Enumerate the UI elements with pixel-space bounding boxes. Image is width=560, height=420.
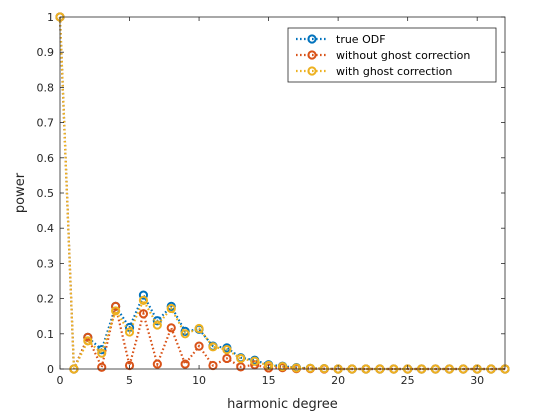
legend-marker bbox=[307, 34, 317, 44]
series-1-point bbox=[222, 353, 232, 364]
x-axis-label: harmonic degree bbox=[227, 397, 338, 412]
y-tick-label: 0.8 bbox=[37, 81, 55, 94]
y-tick-label: 0.6 bbox=[37, 152, 55, 165]
y-tick-label: 1 bbox=[47, 11, 54, 24]
series-1-point bbox=[236, 362, 246, 372]
series-1-point bbox=[111, 301, 121, 311]
series-2-point bbox=[305, 363, 315, 373]
y-tick-label: 0.4 bbox=[37, 222, 55, 235]
series-2-point bbox=[138, 295, 149, 305]
x-tick-label: 0 bbox=[57, 374, 64, 387]
series-2-point bbox=[166, 303, 176, 314]
series-line-1 bbox=[58, 16, 505, 371]
series-2-point bbox=[291, 363, 302, 373]
series-2-point bbox=[124, 327, 135, 337]
series-2-point bbox=[194, 323, 204, 334]
series-1-point bbox=[97, 362, 107, 372]
series-1-point bbox=[83, 332, 93, 342]
series-2-point bbox=[97, 348, 107, 358]
y-tick-label: 0.7 bbox=[37, 117, 55, 130]
y-tick-label: 0.1 bbox=[37, 328, 55, 341]
legend: true ODF without ghost correction with gho… bbox=[287, 27, 497, 83]
axes-layer: 0 5 10 15 20 25 30 0 0.1 0.2 0.3 0.4 0.5 0.6 0.7 0.8 0.9… bbox=[37, 11, 506, 387]
legend-marker bbox=[307, 66, 317, 76]
y-tick-label: 0.5 bbox=[37, 187, 55, 200]
series-1-point bbox=[152, 359, 162, 369]
x-tick-label: 20 bbox=[331, 374, 345, 387]
series-2-point bbox=[222, 345, 232, 355]
y-axis-label: power bbox=[13, 172, 28, 213]
series-2-point bbox=[208, 342, 218, 352]
series-2-point bbox=[180, 329, 190, 339]
y-tick-label: 0.3 bbox=[37, 257, 55, 270]
x-tick-label: 5 bbox=[126, 374, 133, 387]
legend-box bbox=[287, 27, 497, 83]
x-tick-label: 10 bbox=[192, 374, 206, 387]
y-tick-label: 0.9 bbox=[37, 46, 55, 59]
x-tick-label: 30 bbox=[470, 374, 484, 387]
legend-label: with ghost correction bbox=[336, 65, 452, 78]
series-1-point bbox=[138, 309, 149, 319]
series-2-point bbox=[152, 320, 162, 330]
series-2-point bbox=[277, 361, 288, 372]
series-2-point bbox=[250, 356, 260, 366]
y-tick-label: 0 bbox=[47, 363, 54, 376]
series-2-point bbox=[236, 353, 246, 364]
series-0-point bbox=[138, 290, 149, 300]
x-tick-label: 25 bbox=[401, 374, 415, 387]
series-1-point bbox=[194, 341, 204, 351]
legend-label: true ODF bbox=[336, 33, 386, 46]
y-tick-label: 0.2 bbox=[37, 293, 55, 306]
series-1-point bbox=[180, 359, 190, 369]
x-tick-label: 15 bbox=[262, 374, 276, 387]
series-1-point bbox=[166, 323, 176, 333]
series-2-point bbox=[111, 306, 121, 316]
series-2-point bbox=[83, 336, 93, 346]
legend-marker bbox=[307, 50, 317, 60]
legend-label: without ghost correction bbox=[336, 49, 470, 62]
